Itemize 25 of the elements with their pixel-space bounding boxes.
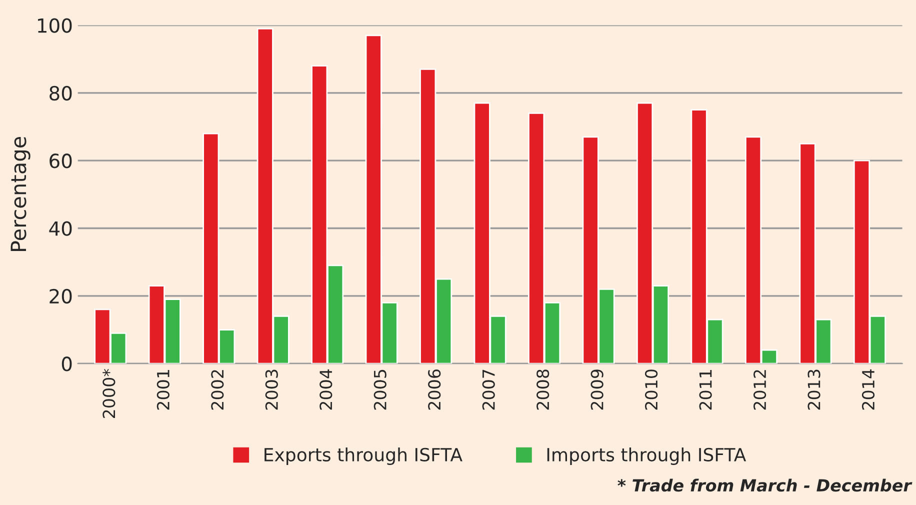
- x-tick-label: 2014: [862, 369, 875, 410]
- y-tick-label: 60: [50, 154, 72, 168]
- x-tick-label: 2011: [699, 370, 712, 410]
- legend-label: Imports through ISFTA: [547, 448, 746, 465]
- x-tick-label: 2000*: [102, 368, 116, 418]
- y-tick-label: 0: [62, 356, 72, 372]
- legend-label: Exports through ISFTA: [264, 448, 462, 465]
- x-tick-label: 2009: [590, 370, 604, 410]
- y-tick-label: 80: [50, 86, 72, 101]
- x-tick-label: 2010: [645, 370, 658, 410]
- x-tick-label: 2003: [265, 370, 278, 410]
- x-tick-label: 2006: [428, 370, 441, 410]
- y-axis-title: Percentage: [10, 136, 30, 251]
- x-tick-label: 2004: [320, 369, 332, 410]
- y-tick-label: 20: [50, 288, 72, 304]
- y-tick-label: 40: [49, 221, 72, 236]
- x-tick-label: 2008: [536, 370, 550, 410]
- x-tick-label: 2001: [156, 370, 170, 410]
- x-tick-label: 2002: [211, 370, 224, 410]
- x-tick-label: 2012: [753, 370, 766, 410]
- x-tick-label: 2005: [374, 370, 386, 410]
- x-tick-label: 2007: [482, 370, 495, 410]
- x-tick-label: 2013: [808, 370, 820, 410]
- text: * Trade from March - December: [618, 478, 912, 492]
- y-tick-label: 100: [38, 18, 72, 33]
